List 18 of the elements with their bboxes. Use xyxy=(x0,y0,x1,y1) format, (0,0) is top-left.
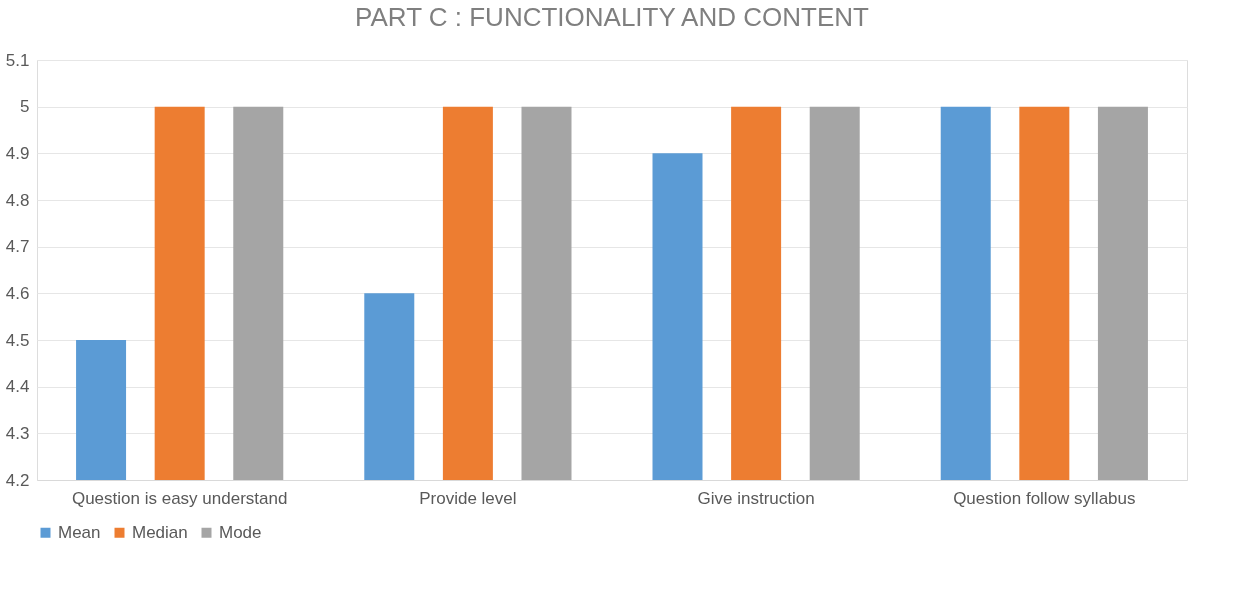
y-tick-label: 5.1 xyxy=(5,50,30,70)
y-tick-label: 4.7 xyxy=(5,237,30,257)
y-tick-label: 4.9 xyxy=(5,143,30,163)
y-tick-label: 4.4 xyxy=(5,377,30,397)
y-tick-label: 4.5 xyxy=(5,330,30,350)
legend-label: Mean xyxy=(58,522,101,542)
x-tick-label: Question follow syllabus xyxy=(953,488,1136,508)
x-tick-label: Give instruction xyxy=(697,488,815,508)
legend-label: Mode xyxy=(219,522,262,542)
chart-title: PART C : FUNCTIONALITY AND CONTENT xyxy=(355,2,870,32)
y-tick-label: 4.6 xyxy=(5,283,30,303)
y-tick-label: 4.2 xyxy=(5,470,30,490)
x-tick-label: Question is easy understand xyxy=(71,488,288,508)
y-tick-label: 4.3 xyxy=(5,423,30,443)
x-tick-label: Provide level xyxy=(419,488,517,508)
y-tick-label: 4.8 xyxy=(5,190,30,210)
legend-label: Median xyxy=(132,522,188,542)
y-tick-label: 5 xyxy=(20,97,30,117)
